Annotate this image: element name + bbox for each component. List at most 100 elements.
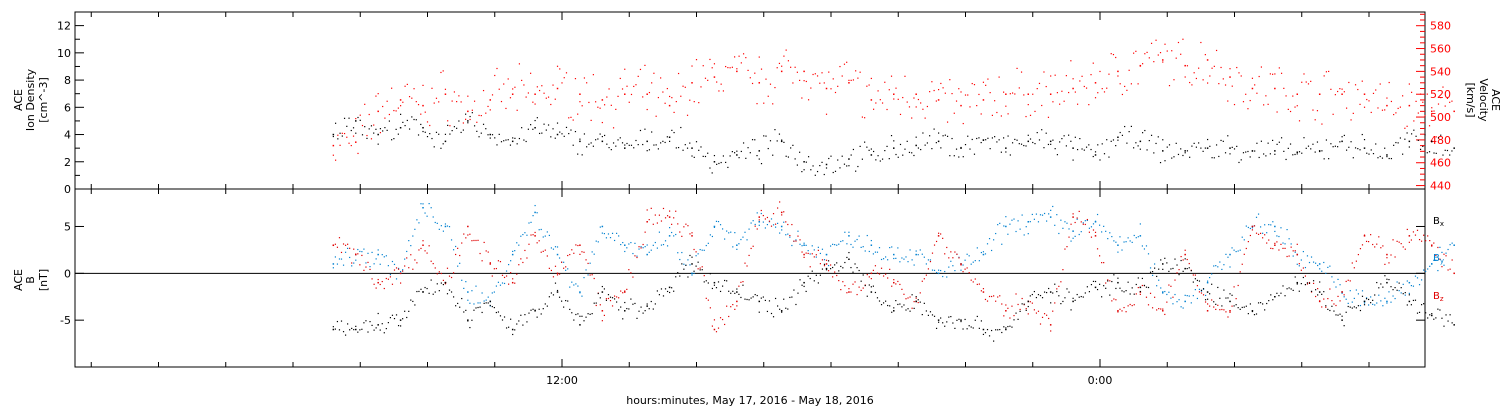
data-point	[482, 89, 485, 92]
data-point	[736, 291, 738, 293]
velocity-tick-label: 580	[1430, 20, 1451, 33]
data-point	[988, 295, 991, 298]
data-point	[1355, 260, 1357, 262]
data-point	[750, 247, 752, 250]
data-point	[485, 302, 487, 304]
data-point	[638, 248, 640, 250]
data-point	[364, 126, 366, 128]
data-point	[586, 82, 588, 84]
data-point	[1135, 142, 1137, 144]
data-point	[1307, 83, 1310, 85]
data-point	[1184, 249, 1186, 251]
data-point	[807, 156, 810, 158]
data-point	[940, 147, 942, 149]
data-point	[1186, 150, 1189, 152]
data-point	[1000, 115, 1002, 117]
data-point	[913, 97, 915, 99]
data-point	[1011, 92, 1014, 94]
data-point	[544, 235, 546, 237]
data-point	[491, 275, 493, 277]
data-point	[1278, 235, 1280, 238]
data-point	[599, 107, 601, 109]
data-point	[344, 251, 347, 253]
data-point	[442, 143, 444, 145]
data-point	[1274, 225, 1276, 228]
data-point	[1422, 101, 1424, 103]
data-point	[1035, 296, 1038, 299]
data-point	[646, 253, 648, 256]
data-point	[1398, 241, 1400, 243]
data-point	[402, 101, 404, 103]
data-point	[530, 124, 532, 126]
data-point	[516, 109, 518, 111]
data-point	[1292, 154, 1294, 156]
data-point	[457, 247, 459, 249]
data-point	[829, 264, 832, 266]
data-point	[721, 228, 724, 230]
data-point	[1031, 213, 1033, 216]
data-point	[1090, 226, 1093, 228]
data-point	[1319, 281, 1321, 283]
data-point	[632, 252, 634, 255]
data-point	[637, 144, 639, 146]
data-point	[471, 319, 473, 321]
data-point	[1145, 245, 1148, 247]
data-point	[677, 146, 680, 149]
data-point	[550, 269, 553, 272]
data-point	[656, 222, 658, 224]
data-point	[550, 247, 553, 249]
data-point	[375, 327, 377, 329]
data-point	[1003, 137, 1005, 139]
data-point	[505, 139, 507, 141]
data-point	[1400, 243, 1402, 245]
data-point	[1287, 147, 1289, 149]
field-tick-label: 5	[64, 220, 71, 233]
data-point	[793, 289, 795, 291]
data-point	[495, 311, 497, 314]
data-point	[978, 137, 980, 139]
data-point	[1310, 291, 1313, 293]
data-point	[901, 257, 903, 259]
data-point	[1449, 268, 1451, 270]
data-point	[1263, 104, 1265, 106]
data-point	[938, 89, 940, 91]
data-point	[357, 248, 359, 251]
data-point	[893, 253, 895, 256]
data-point	[435, 97, 438, 99]
data-point	[809, 253, 811, 255]
data-point	[1449, 154, 1451, 156]
data-point	[882, 275, 885, 277]
data-point	[687, 276, 689, 278]
data-point	[984, 332, 987, 334]
data-point	[813, 249, 815, 251]
data-point	[1050, 302, 1052, 304]
data-point	[1099, 159, 1101, 161]
data-point	[1177, 41, 1180, 44]
data-point	[487, 296, 489, 298]
data-point	[410, 299, 412, 301]
data-point	[857, 77, 859, 79]
data-point	[1245, 93, 1247, 95]
data-point	[848, 258, 850, 261]
data-point	[373, 283, 375, 285]
data-point	[823, 173, 825, 176]
data-point	[671, 97, 673, 99]
data-point	[1229, 76, 1231, 78]
data-point	[1393, 113, 1395, 116]
data-point	[763, 102, 765, 104]
data-point	[885, 300, 887, 302]
data-point	[709, 273, 711, 275]
data-point	[556, 274, 559, 276]
data-point	[1289, 110, 1292, 113]
data-point	[881, 158, 884, 160]
data-point	[1209, 277, 1211, 279]
data-point	[548, 296, 550, 298]
data-point	[340, 320, 343, 322]
data-point	[1092, 280, 1095, 283]
data-point	[361, 328, 363, 330]
data-point	[1094, 220, 1097, 222]
data-point	[416, 290, 418, 293]
data-point	[728, 315, 730, 318]
data-point	[922, 108, 924, 110]
data-point	[332, 154, 334, 156]
